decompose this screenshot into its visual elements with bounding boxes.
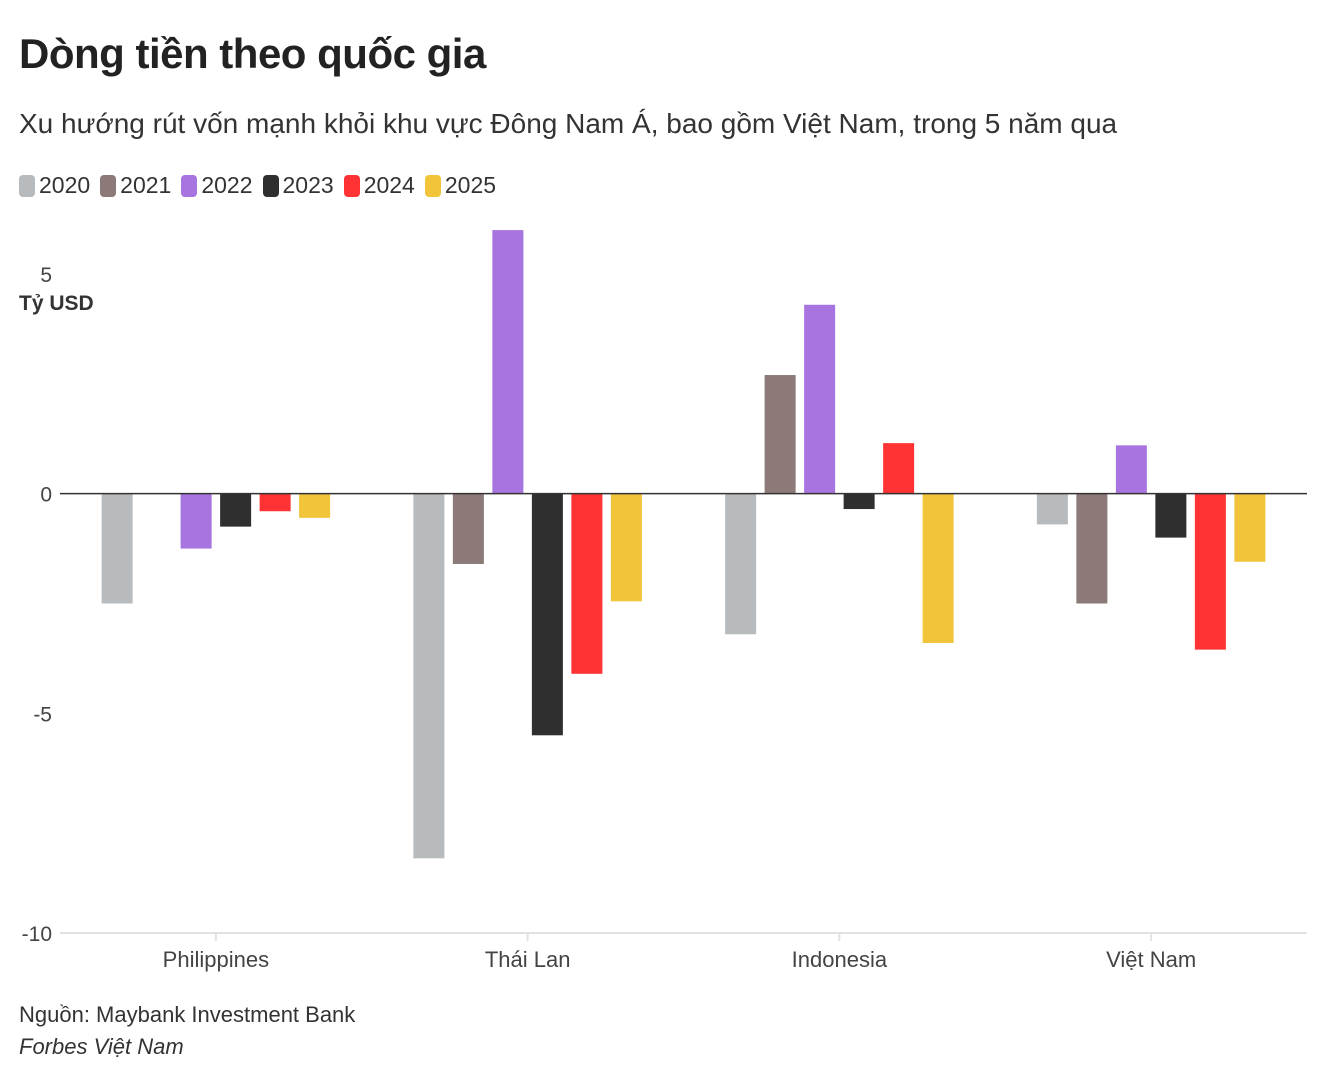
legend-label: 2021 bbox=[120, 172, 172, 198]
bar-2024 bbox=[259, 493, 291, 512]
x-tick-label: Philippines bbox=[163, 947, 269, 972]
legend-label: 2020 bbox=[39, 172, 91, 198]
legend-item-2021: 2021 bbox=[100, 172, 171, 199]
legend-swatch bbox=[100, 174, 117, 197]
bar-2020 bbox=[101, 493, 133, 604]
bar-2022 bbox=[1115, 445, 1147, 494]
y-axis-label: Tỷ USD bbox=[19, 292, 94, 315]
bar-2022 bbox=[492, 230, 524, 494]
bar-chart: 5 0 -5 -10 Tỷ USD Philippines Thái Lan Indonesi… bbox=[19, 230, 1307, 972]
publisher-note: Forbes Việt Nam bbox=[19, 1034, 184, 1059]
legend-label: 2024 bbox=[363, 172, 415, 198]
bar-2025 bbox=[299, 493, 331, 518]
legend-swatch bbox=[262, 174, 279, 197]
bar-2025 bbox=[610, 493, 642, 602]
legend-swatch bbox=[181, 174, 198, 197]
bar-2023 bbox=[1155, 493, 1187, 538]
bar-2024 bbox=[883, 443, 915, 494]
legend-label: 2025 bbox=[444, 172, 497, 198]
legend-item-2023: 2023 bbox=[262, 172, 334, 199]
bar-2025 bbox=[922, 493, 954, 644]
legend-item-2025: 2025 bbox=[424, 172, 497, 199]
source-note: Nguồn: Maybank Investment Bank bbox=[19, 1002, 356, 1027]
legend-swatch bbox=[19, 174, 35, 197]
bar-2023 bbox=[531, 493, 563, 736]
legend-item-2022: 2022 bbox=[181, 172, 253, 199]
bar-2023 bbox=[843, 493, 875, 510]
x-tick-label: Thái Lan bbox=[485, 947, 571, 972]
legend-label: 2022 bbox=[201, 172, 253, 198]
chart-legend: 2020 2021 2022 2023 2024 2025 bbox=[19, 172, 506, 199]
x-tick-label: Việt Nam bbox=[1106, 947, 1196, 972]
legend-label: 2023 bbox=[282, 172, 334, 198]
chart-subtitle: Xu hướng rút vốn mạnh khỏi khu vực Đông … bbox=[19, 108, 1118, 139]
y-tick-label: -10 bbox=[22, 923, 52, 946]
x-tick-label: Indonesia bbox=[792, 947, 888, 972]
bar-2024 bbox=[571, 493, 603, 674]
y-tick-label: 0 bbox=[40, 484, 52, 507]
bar-2021 bbox=[1076, 493, 1108, 604]
bar-2021 bbox=[764, 375, 796, 494]
legend-item-2024: 2024 bbox=[343, 172, 415, 199]
bar-2020 bbox=[413, 493, 445, 859]
legend-item-2020: 2020 bbox=[19, 172, 90, 199]
legend-swatch bbox=[343, 174, 360, 197]
bar-2024 bbox=[1194, 493, 1226, 650]
legend-swatch bbox=[424, 174, 441, 197]
bar-2025 bbox=[1234, 493, 1266, 562]
bar-2020 bbox=[1036, 493, 1068, 525]
y-tick-label: 5 bbox=[40, 264, 52, 287]
y-tick-label: -5 bbox=[33, 703, 52, 726]
bar-2021 bbox=[452, 493, 484, 564]
bar-2022 bbox=[180, 493, 212, 549]
bar-2020 bbox=[725, 493, 757, 635]
bar-2022 bbox=[804, 304, 836, 494]
chart-title: Dòng tiền theo quốc gia bbox=[19, 30, 486, 77]
bar-2023 bbox=[220, 493, 252, 527]
